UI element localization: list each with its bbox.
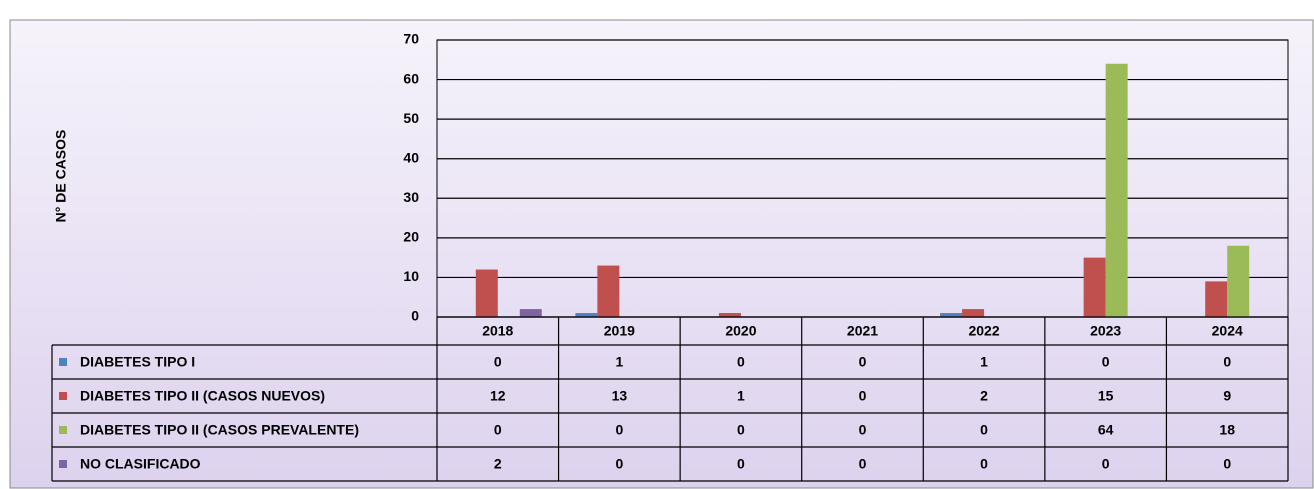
y-tick-label: 20 xyxy=(403,229,419,245)
bar xyxy=(1083,257,1106,317)
y-tick-label: 50 xyxy=(403,110,419,126)
table-value: 0 xyxy=(1223,456,1231,472)
legend-label: DIABETES TIPO II (CASOS NUEVOS) xyxy=(80,388,325,404)
table-value: 0 xyxy=(494,354,502,370)
legend-label: DIABETES TIPO II (CASOS PREVALENTE) xyxy=(80,422,359,438)
bar xyxy=(1205,281,1228,317)
bar xyxy=(1105,63,1128,317)
x-tick-label: 2024 xyxy=(1212,323,1243,339)
table-value: 9 xyxy=(1223,388,1231,404)
table-value: 1 xyxy=(615,354,623,370)
table-value: 0 xyxy=(737,456,745,472)
table-value: 0 xyxy=(737,354,745,370)
bar xyxy=(519,309,542,317)
y-tick-label: 40 xyxy=(403,149,419,165)
x-tick-label: 2023 xyxy=(1090,323,1121,339)
bar xyxy=(962,309,985,317)
table-value: 0 xyxy=(737,422,745,438)
y-tick-label: 10 xyxy=(403,268,419,284)
y-tick-label: 60 xyxy=(403,70,419,86)
bar xyxy=(575,313,598,317)
table-value: 0 xyxy=(859,422,867,438)
table-value: 0 xyxy=(859,354,867,370)
legend-swatch xyxy=(59,358,67,366)
table-value: 15 xyxy=(1098,388,1114,404)
legend-swatch xyxy=(59,392,67,400)
bar xyxy=(940,313,963,317)
legend-label: NO CLASIFICADO xyxy=(80,456,201,472)
y-tick-label: 30 xyxy=(403,189,419,205)
table-value: 0 xyxy=(859,388,867,404)
table-value: 13 xyxy=(612,388,628,404)
table-value: 0 xyxy=(1223,354,1231,370)
bar xyxy=(597,265,620,317)
y-axis-title: N° DE CASOS xyxy=(53,130,69,223)
y-tick-label: 0 xyxy=(411,308,419,324)
table-value: 18 xyxy=(1219,422,1235,438)
table-value: 64 xyxy=(1098,422,1114,438)
bar xyxy=(475,269,498,317)
x-tick-label: 2020 xyxy=(725,323,756,339)
y-tick-label: 70 xyxy=(403,31,419,47)
table-value: 2 xyxy=(980,388,988,404)
table-value: 0 xyxy=(1102,456,1110,472)
bar xyxy=(1227,245,1250,317)
legend-swatch xyxy=(59,460,67,468)
table-value: 0 xyxy=(615,422,623,438)
x-tick-label: 2018 xyxy=(482,323,513,339)
table-value: 0 xyxy=(859,456,867,472)
table-value: 1 xyxy=(737,388,745,404)
table-value: 0 xyxy=(980,422,988,438)
x-tick-label: 2021 xyxy=(847,323,878,339)
bar xyxy=(718,313,741,317)
x-tick-label: 2019 xyxy=(604,323,635,339)
table-value: 0 xyxy=(980,456,988,472)
chart-frame xyxy=(9,19,1314,489)
table-value: 0 xyxy=(494,422,502,438)
table-value: 12 xyxy=(490,388,506,404)
table-value: 0 xyxy=(615,456,623,472)
table-value: 0 xyxy=(1102,354,1110,370)
table-value: 2 xyxy=(494,456,502,472)
x-tick-label: 2022 xyxy=(968,323,999,339)
legend-swatch xyxy=(59,426,67,434)
legend-label: DIABETES TIPO I xyxy=(80,354,195,370)
table-value: 1 xyxy=(980,354,988,370)
